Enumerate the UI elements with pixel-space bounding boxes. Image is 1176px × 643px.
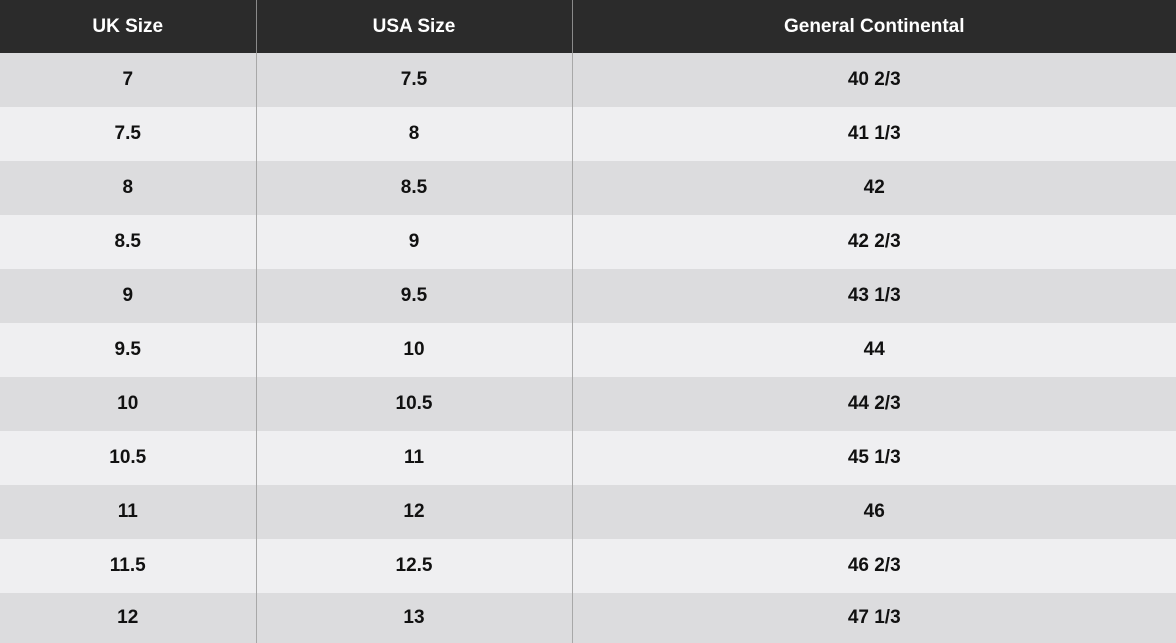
- table-row: 9 9.5 43 1/3: [0, 269, 1176, 323]
- cell-usa-size: 12: [255, 485, 572, 539]
- cell-usa-size: 8.5: [255, 161, 572, 215]
- table-row: 10.5 11 45 1/3: [0, 431, 1176, 485]
- table-row: 8 8.5 42: [0, 161, 1176, 215]
- cell-uk-size: 10.5: [0, 431, 256, 485]
- cell-uk-size: 10: [0, 377, 256, 431]
- cell-uk-size: 9.5: [0, 323, 256, 377]
- cell-continental-size: 40 2/3: [571, 53, 1176, 107]
- cell-uk-size: 8: [0, 161, 256, 215]
- cell-continental-size: 42: [571, 161, 1176, 215]
- cell-continental-size: 46: [571, 485, 1176, 539]
- cell-usa-size: 9: [255, 215, 572, 269]
- header-usa-size: USA Size: [255, 0, 572, 53]
- cell-uk-size: 12: [0, 593, 256, 643]
- cell-usa-size: 11: [255, 431, 572, 485]
- cell-uk-size: 9: [0, 269, 256, 323]
- table-row: 7 7.5 40 2/3: [0, 53, 1176, 107]
- cell-usa-size: 9.5: [255, 269, 572, 323]
- table-row: 8.5 9 42 2/3: [0, 215, 1176, 269]
- cell-continental-size: 43 1/3: [571, 269, 1176, 323]
- table-row: 7.5 8 41 1/3: [0, 107, 1176, 161]
- cell-usa-size: 7.5: [255, 53, 572, 107]
- table-header: UK Size USA Size General Continental: [0, 0, 1176, 53]
- cell-continental-size: 44: [571, 323, 1176, 377]
- table-body: 7 7.5 40 2/3 7.5 8 41 1/3 8 8.5 42 8.5 9…: [0, 53, 1176, 643]
- header-general-continental: General Continental: [571, 0, 1176, 53]
- cell-usa-size: 8: [255, 107, 572, 161]
- cell-continental-size: 47 1/3: [571, 593, 1176, 643]
- cell-uk-size: 11: [0, 485, 256, 539]
- cell-usa-size: 12.5: [255, 539, 572, 593]
- cell-continental-size: 45 1/3: [571, 431, 1176, 485]
- table-row: 12 13 47 1/3: [0, 593, 1176, 643]
- table-row: 11 12 46: [0, 485, 1176, 539]
- cell-continental-size: 46 2/3: [571, 539, 1176, 593]
- cell-uk-size: 7: [0, 53, 256, 107]
- cell-usa-size: 10.5: [255, 377, 572, 431]
- table-row: 10 10.5 44 2/3: [0, 377, 1176, 431]
- table-row: 9.5 10 44: [0, 323, 1176, 377]
- header-row: UK Size USA Size General Continental: [0, 0, 1176, 53]
- cell-usa-size: 13: [255, 593, 572, 643]
- table-row: 11.5 12.5 46 2/3: [0, 539, 1176, 593]
- cell-usa-size: 10: [255, 323, 572, 377]
- cell-uk-size: 8.5: [0, 215, 256, 269]
- cell-uk-size: 7.5: [0, 107, 256, 161]
- cell-continental-size: 42 2/3: [571, 215, 1176, 269]
- cell-uk-size: 11.5: [0, 539, 256, 593]
- header-uk-size: UK Size: [0, 0, 256, 53]
- cell-continental-size: 44 2/3: [571, 377, 1176, 431]
- cell-continental-size: 41 1/3: [571, 107, 1176, 161]
